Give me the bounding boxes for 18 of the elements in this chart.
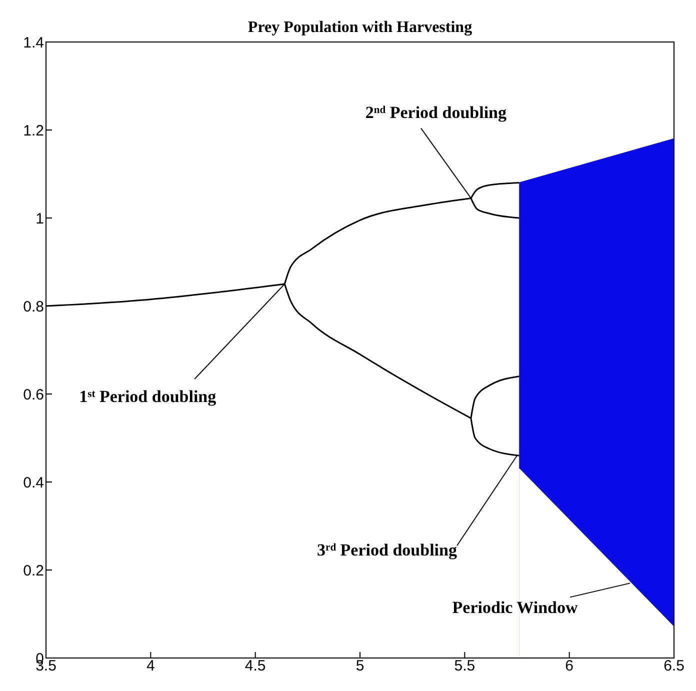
y-tick-label: 0.6 [23, 386, 44, 404]
x-tick-label: 6 [565, 658, 574, 675]
annotation: 3$^{rd}$ Period doubling [317, 540, 458, 560]
x-tick-label: 6.5 [664, 658, 684, 675]
y-tick-label: 0.4 [23, 474, 44, 492]
y-tick-label: 1.2 [23, 122, 44, 140]
x-tick-label: 4 [146, 658, 155, 675]
y-tick-label: 1 [36, 210, 44, 228]
annotation: 2$^{nd}$ Period doubling [365, 103, 508, 122]
chart-title: Prey Population with Harvesting [248, 19, 472, 36]
x-tick-label: 5.5 [454, 658, 476, 675]
annotation: Periodic Window [452, 598, 578, 618]
annotation: 1$^{st}$ Period doubling [79, 387, 217, 406]
y-tick-label: 0.2 [23, 562, 44, 580]
x-tick-label: 4.5 [244, 658, 266, 675]
x-tick-label: 5 [356, 658, 364, 675]
y-tick-label: 1.4 [23, 34, 44, 52]
y-tick-label: 0.8 [23, 298, 44, 316]
